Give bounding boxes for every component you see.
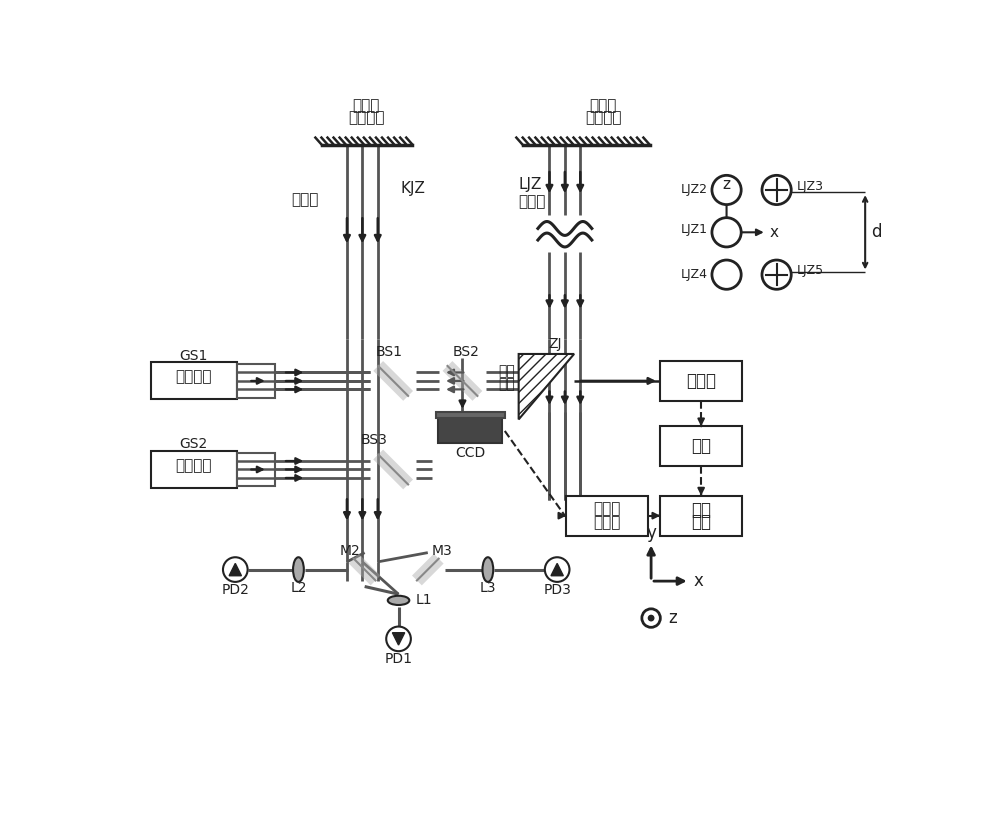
Text: 角锥系统: 角锥系统	[585, 110, 622, 125]
Text: 伺服: 伺服	[691, 501, 711, 519]
Text: y: y	[646, 524, 656, 542]
Bar	[660, 426, 742, 467]
Text: LJZ1: LJZ1	[680, 223, 707, 236]
Ellipse shape	[482, 557, 493, 582]
Text: ZJ: ZJ	[549, 337, 562, 351]
Circle shape	[386, 627, 411, 651]
Circle shape	[712, 218, 741, 247]
Text: 角锥系统: 角锥系统	[348, 110, 384, 125]
Text: L1: L1	[415, 593, 432, 607]
Circle shape	[712, 260, 741, 289]
Text: 置监测: 置监测	[594, 515, 621, 530]
Circle shape	[545, 557, 569, 582]
Text: L2: L2	[290, 581, 307, 595]
Text: PD3: PD3	[543, 583, 571, 597]
Polygon shape	[392, 633, 405, 645]
Circle shape	[223, 557, 248, 582]
Text: GS1: GS1	[180, 349, 208, 363]
Text: 光频梗２: 光频梗２	[175, 458, 212, 473]
Text: GS2: GS2	[180, 437, 208, 451]
Text: 光频梗１: 光频梗１	[175, 370, 212, 385]
Text: LJZ3: LJZ3	[797, 180, 824, 193]
Text: z: z	[723, 177, 731, 192]
Bar	[660, 496, 742, 536]
Text: 跟踪: 跟踪	[498, 365, 515, 379]
Bar	[237, 453, 275, 486]
Text: 测量蟀: 测量蟀	[590, 98, 617, 114]
Circle shape	[762, 176, 791, 205]
Bar	[151, 451, 237, 488]
Ellipse shape	[293, 557, 304, 582]
Text: LJZ4: LJZ4	[680, 268, 707, 281]
Polygon shape	[229, 563, 241, 576]
Text: 编码器: 编码器	[686, 372, 716, 390]
Bar	[151, 363, 237, 399]
Text: LJZ: LJZ	[519, 177, 542, 192]
Text: x: x	[770, 225, 779, 240]
Text: BS1: BS1	[376, 345, 403, 359]
Circle shape	[712, 176, 741, 205]
Text: 电机: 电机	[691, 437, 711, 455]
Text: 光斑位: 光斑位	[594, 502, 621, 516]
Text: 参考蟀: 参考蟀	[291, 193, 318, 207]
Polygon shape	[519, 354, 574, 420]
Text: LJZ2: LJZ2	[680, 184, 707, 197]
Text: PD1: PD1	[385, 652, 413, 666]
Bar	[660, 361, 742, 401]
Text: LJZ5: LJZ5	[797, 264, 824, 277]
Text: 控制: 控制	[691, 513, 711, 531]
Text: CCD: CCD	[455, 446, 485, 459]
Polygon shape	[551, 563, 563, 576]
Text: BS2: BS2	[453, 345, 480, 359]
Bar	[237, 364, 275, 398]
Text: M2: M2	[340, 544, 361, 558]
Text: 参考蟀: 参考蟀	[353, 98, 380, 114]
Text: x: x	[694, 572, 704, 590]
Text: 转镜: 转镜	[498, 377, 515, 391]
Bar	[438, 418, 502, 442]
Circle shape	[762, 260, 791, 289]
Bar	[566, 496, 648, 536]
Circle shape	[642, 609, 660, 628]
Ellipse shape	[388, 596, 409, 605]
Text: z: z	[668, 609, 677, 627]
Circle shape	[648, 615, 654, 621]
Text: KJZ: KJZ	[401, 181, 426, 196]
Text: L3: L3	[480, 581, 496, 595]
Bar	[436, 411, 505, 418]
Text: PD2: PD2	[221, 583, 249, 597]
Text: d: d	[871, 224, 881, 241]
Text: M3: M3	[432, 544, 452, 558]
Text: BS3: BS3	[360, 433, 387, 447]
Text: 测量蟀: 测量蟀	[519, 194, 546, 209]
